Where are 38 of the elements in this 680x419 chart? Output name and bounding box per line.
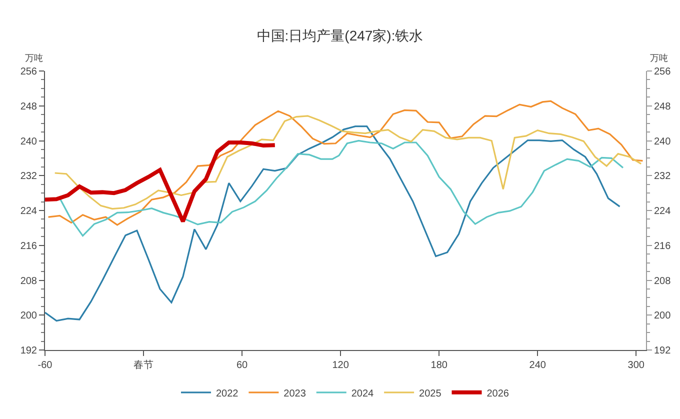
legend-label: 2024: [351, 388, 374, 400]
y2-tick-label: 248: [654, 101, 672, 112]
y-tick-label: 240: [20, 136, 38, 148]
chart-title: 中国:日均产量(247家):铁水: [256, 28, 424, 44]
legend-label: 2025: [419, 388, 442, 400]
y-tick-label: 200: [20, 310, 38, 322]
y-axis-title: 万吨: [25, 53, 43, 63]
legend-label: 2026: [486, 388, 510, 400]
y-tick-label: 224: [20, 206, 38, 217]
y2-axis-title: 万吨: [650, 53, 668, 63]
x-tick-label: -60: [38, 360, 53, 371]
x-tick-label: 180: [430, 360, 448, 371]
line-series: [45, 140, 277, 224]
y-tick-label: 232: [20, 171, 38, 182]
y-tick-label: 256: [20, 66, 38, 78]
y2-tick-label: 256: [654, 66, 672, 78]
y2-tick-label: 240: [654, 136, 672, 148]
line-series: [58, 140, 624, 237]
y2-tick-label: 192: [654, 346, 672, 356]
x-tick-label: 120: [332, 360, 350, 371]
x-tick-label: 300: [628, 360, 645, 371]
y-tick-label: 216: [20, 240, 38, 252]
y2-tick-label: 200: [654, 310, 672, 322]
y-tick-label: 208: [20, 276, 38, 287]
y2-tick-label: 232: [654, 171, 672, 182]
x-tick-label: 240: [529, 360, 546, 371]
y2-tick-label: 208: [654, 276, 672, 287]
y2-tick-label: 224: [654, 206, 672, 217]
line-series: [54, 115, 642, 210]
x-tick-label: 春节: [134, 359, 154, 371]
line-series: [45, 126, 621, 322]
line-series: [47, 100, 644, 226]
y-tick-label: 192: [20, 346, 38, 356]
y2-tick-label: 216: [654, 240, 672, 252]
y-tick-label: 248: [20, 101, 38, 112]
legend-label: 2023: [284, 388, 306, 400]
x-tick-label: 60: [236, 360, 248, 371]
legend-label: 2022: [216, 388, 239, 400]
